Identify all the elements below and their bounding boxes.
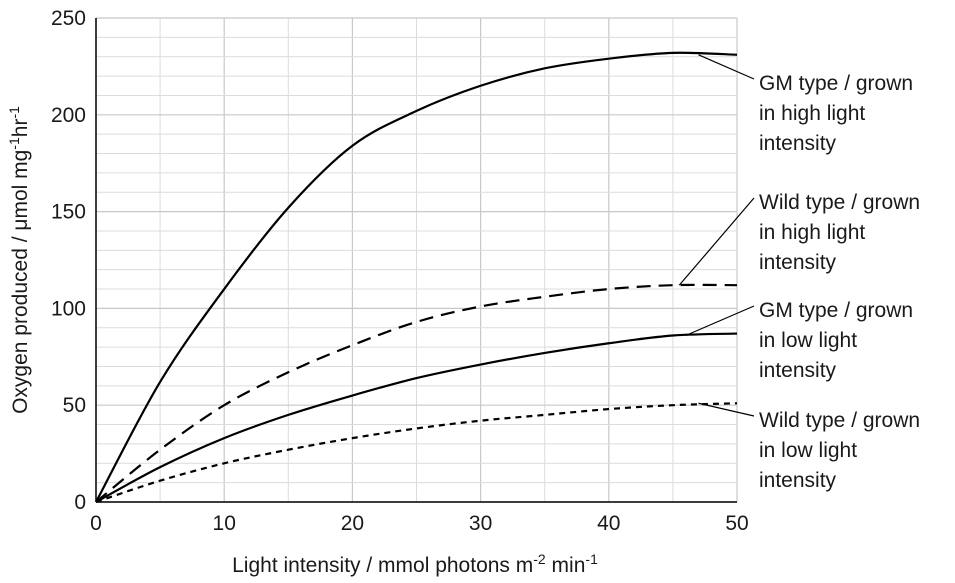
y-tick-label: 100 [51,297,86,320]
series-annotation-text: GM type / grown [759,72,913,95]
series-annotation-text: GM type / grown [759,299,913,322]
series-annotation-text: in high light [759,102,865,125]
series-annotation-text: intensity [759,251,837,274]
series-lines [95,51,738,504]
series-annotation-text: in low light [759,329,857,352]
axes [95,18,737,503]
series-annotations: GM type / grown in high light intensity Wil… [678,54,920,492]
x-tick-label: 10 [213,512,236,535]
series-line-1 [95,51,738,503]
series-annotation-text: in low light [759,439,857,462]
x-tick-label: 40 [597,512,620,535]
annotation-leader-line [678,197,755,286]
series-line-4 [95,402,738,504]
series-annotation-text: in high light [759,221,865,244]
y-tick-label: 50 [63,394,86,417]
y-axis-label: Oxygen produced / μmol mg-1hr-1 [6,106,32,414]
x-tick-label: 50 [725,512,748,535]
series-annotation-text: intensity [759,359,837,382]
series-line-2 [95,283,738,503]
tick-labels: 0 10 20 30 40 50 0 50 100 150 200 250 [51,7,749,535]
x-tick-label: 30 [469,512,492,535]
series-annotation-text: intensity [759,132,837,155]
x-tick-label: 20 [341,512,364,535]
grid [95,17,738,503]
x-axis-label: Light intensity / mmol photons m-2 min-1 [232,551,598,577]
annotation-leader-line [685,305,755,337]
y-tick-label: 0 [74,491,86,514]
annotation-leader-line [698,402,755,417]
y-tick-label: 150 [51,201,86,224]
y-tick-label: 200 [51,104,86,127]
x-tick-label: 0 [90,512,102,535]
series-line-3 [95,332,738,503]
annotation-leader-line [698,54,755,80]
series-annotation-text: intensity [759,469,837,492]
series-annotation-text: Wild type / grown [759,191,920,214]
y-tick-label: 250 [51,7,86,30]
series-annotation-text: Wild type / grown [759,409,920,432]
